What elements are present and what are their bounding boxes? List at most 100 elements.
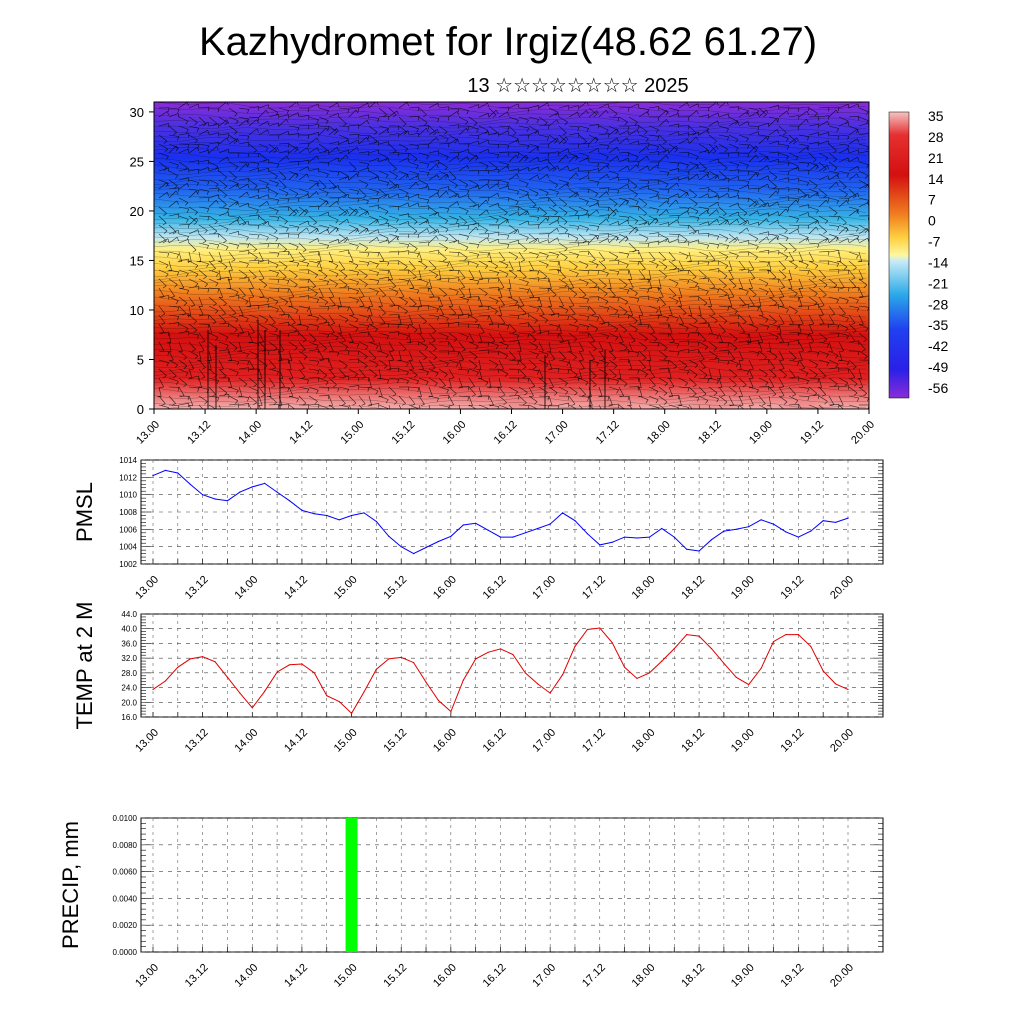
pmsl-panel-point — [264, 482, 266, 484]
temp-panel-xtick-label: 15.12 — [381, 727, 409, 755]
pmsl-panel-point — [710, 539, 713, 541]
pmsl-panel-point — [772, 523, 775, 525]
temp-panel-point — [673, 648, 675, 650]
cs-xtick-label: 17.12 — [594, 419, 622, 447]
temp-panel-point — [177, 666, 179, 668]
colorbar-label: -42 — [928, 338, 948, 354]
cs-xtick-label: 13.12 — [185, 419, 213, 447]
precip-panel-ytick-label: 0.0100 — [113, 814, 138, 823]
temp-panel-point — [363, 691, 365, 693]
pmsl-panel-point — [251, 486, 253, 488]
temp-panel-point — [735, 676, 737, 678]
temp-panel-ytick-label: 36.0 — [121, 639, 137, 648]
precip-panel-xtick-label: 19.12 — [779, 962, 807, 990]
pmsl-panel-xtick-label: 19.00 — [729, 574, 757, 602]
pmsl-panel-point — [549, 523, 551, 525]
pmsl-panel-point — [239, 491, 241, 493]
temp-panel-xtick-label: 18.00 — [630, 727, 658, 755]
pmsl-panel-point — [177, 472, 179, 474]
temp-panel-point — [549, 692, 551, 694]
precip-panel-xtick-label: 15.12 — [381, 962, 409, 990]
pmsl-panel-point — [574, 520, 576, 522]
temp-panel-point — [202, 656, 204, 658]
temp-panel-xtick-label: 20.00 — [828, 727, 856, 755]
temp-panel-xtick-label: 16.00 — [431, 727, 459, 755]
temp-panel-point — [760, 667, 762, 670]
cross-section-panel: 0 5 10 15 20 25 30 13.00 13.12 14.00 14.12 15.00 15.… — [130, 101, 877, 447]
pmsl-panel-point — [388, 535, 390, 537]
pmsl-panel-point — [599, 544, 601, 546]
temp-panel-point — [847, 688, 849, 691]
temp-panel-point — [524, 672, 526, 674]
colorbar-label: 7 — [928, 192, 936, 208]
pmsl-panel-xtick-label: 18.12 — [679, 574, 707, 602]
pmsl-panel-xtick-label: 16.12 — [481, 574, 509, 602]
temp-panel-point — [537, 683, 539, 685]
temp-panel-point — [599, 627, 601, 629]
temp-panel-xtick-label: 17.12 — [580, 727, 608, 755]
pmsl-panel-point — [624, 536, 626, 538]
temp-panel-point — [512, 653, 514, 656]
pmsl-panel-point — [351, 514, 353, 517]
temp-panel-point — [413, 662, 415, 664]
cs-xtick-label: 14.12 — [287, 419, 315, 447]
pmsl-panel-point — [611, 541, 613, 543]
temp-panel-point — [785, 634, 787, 636]
temp-panel-point — [686, 634, 688, 636]
cs-xtick-label: 20.00 — [849, 419, 877, 447]
pmsl-panel-xtick-label: 18.00 — [630, 574, 658, 602]
temp-panel-point — [351, 712, 353, 714]
pmsl-panel-point — [164, 469, 166, 471]
colorbar-label: -56 — [928, 380, 948, 396]
cs-ytick-label: 25 — [130, 154, 144, 169]
pmsl-panel-point — [288, 500, 291, 502]
cs-ytick-label: 15 — [130, 253, 144, 268]
temp-panel-point — [475, 658, 477, 660]
figure-subtitle: 13 ☆☆☆☆☆☆☆☆ 2025 — [467, 75, 688, 97]
pmsl-panel-xtick-label: 16.00 — [431, 574, 459, 602]
pmsl-panel-xtick-label: 15.12 — [381, 574, 409, 602]
precip-panel-xtick-label: 15.00 — [332, 962, 360, 990]
colorbar-strip — [888, 111, 910, 399]
temp-panel-point — [264, 690, 266, 692]
temp-panel-ytick-label: 40.0 — [121, 625, 137, 634]
precip-panel-xtick-label: 18.00 — [630, 962, 658, 990]
cs-xtick-label: 19.12 — [798, 419, 826, 447]
temp-panel-point — [636, 677, 638, 680]
pmsl-panel-xtick-label: 17.12 — [580, 574, 608, 602]
temp-panel-ytick-label: 16.0 — [121, 713, 137, 722]
pmsl-panel-point — [425, 546, 427, 549]
pmsl-panel-point — [313, 513, 315, 515]
pmsl-panel-point — [748, 526, 750, 528]
temp-panel-point — [748, 684, 750, 686]
temp-panel-xtick-label: 14.12 — [282, 727, 310, 755]
cs-xtick-label: 17.00 — [543, 419, 571, 447]
pmsl-panel-xtick-label: 15.00 — [332, 574, 360, 602]
temp-panel-ytick-label: 28.0 — [121, 669, 137, 678]
pmsl-panel-ytick-label: 1008 — [119, 508, 137, 517]
pmsl-panel-xtick-label: 13.00 — [133, 574, 161, 602]
pmsl-panel-point — [375, 520, 377, 523]
cs-xtick-label: 18.12 — [696, 419, 724, 447]
temp-panel-point — [710, 648, 713, 650]
precip-panel-bar — [345, 818, 358, 952]
pmsl-panel-point — [810, 530, 812, 532]
temp-panel-xtick-label: 16.12 — [481, 727, 509, 755]
colorbar: 35 28 21 14 7 0 -7 -14 -21 -28 -35 -42 -49 -56 — [888, 108, 948, 399]
pmsl-panel-point — [214, 498, 216, 500]
colorbar-label: 35 — [928, 108, 944, 124]
cs-xtick-label: 13.00 — [134, 419, 162, 447]
temp-panel-point — [226, 676, 229, 678]
figure-title: Kazhydromet for Irgiz(48.62 61.27) — [199, 20, 817, 64]
cs-xtick-label: 18.00 — [645, 419, 673, 447]
precip-panel-ytick-label: 0.0060 — [113, 868, 138, 877]
temp-panel-xtick-label: 13.00 — [133, 727, 161, 755]
precip-panel-xtick-label: 14.12 — [282, 962, 310, 990]
temp-panel-point — [462, 679, 464, 681]
temp-panel-xtick-label: 18.12 — [679, 727, 707, 755]
pmsl-panel-point — [189, 483, 191, 485]
temp-panel-point — [239, 692, 241, 694]
pmsl-panel-point — [686, 548, 688, 550]
cs-ytick-label: 20 — [130, 204, 144, 219]
